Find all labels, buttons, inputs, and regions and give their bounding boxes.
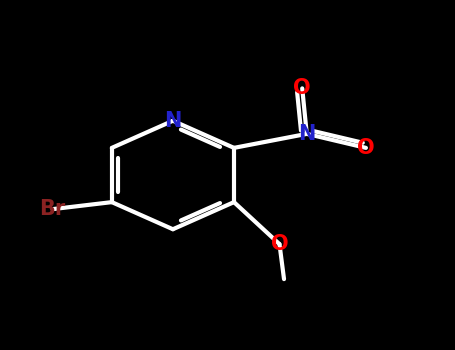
- Text: O: O: [357, 138, 375, 158]
- Text: O: O: [271, 234, 288, 254]
- Text: Br: Br: [40, 199, 66, 219]
- Text: O: O: [293, 78, 311, 98]
- Text: N: N: [298, 124, 315, 144]
- Text: N: N: [164, 111, 182, 131]
